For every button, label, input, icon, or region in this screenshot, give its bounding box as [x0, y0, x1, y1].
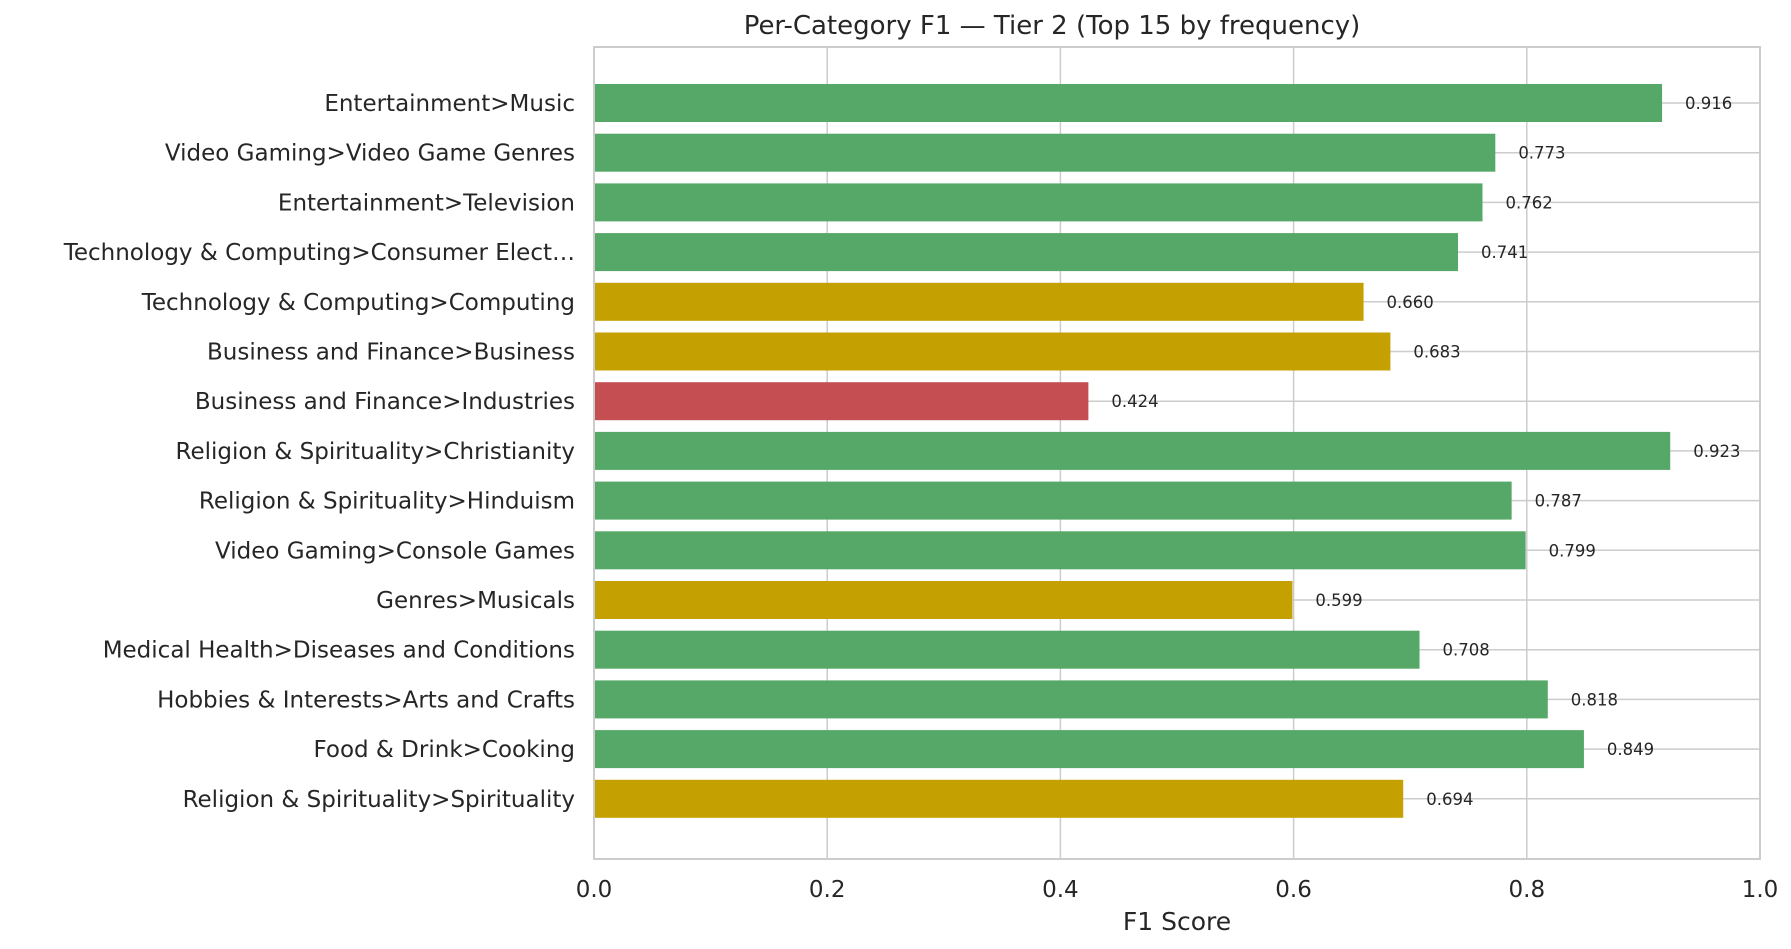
chart-title: Per-Category F1 — Tier 2 (Top 15 by freq…	[744, 11, 1361, 41]
bar	[595, 531, 1526, 570]
category-label: Religion & Spirituality>Hinduism	[199, 489, 575, 515]
x-tick-label: 0.2	[809, 877, 846, 903]
bar	[595, 282, 1364, 321]
category-label: Business and Finance>Business	[207, 340, 575, 366]
bar	[595, 581, 1293, 619]
x-tick-label: 0.8	[1509, 877, 1546, 903]
category-label: Medical Health>Diseases and Conditions	[103, 638, 575, 664]
value-label: 0.762	[1505, 193, 1552, 212]
bar	[595, 84, 1663, 122]
bar	[595, 481, 1512, 520]
x-tick-labels: 0.0 0.2 0.4 0.6 0.8 1.0	[576, 877, 1779, 903]
value-label: 0.787	[1535, 492, 1582, 511]
x-tick-label: 1.0	[1742, 877, 1779, 903]
bar	[595, 680, 1548, 719]
bar	[595, 233, 1459, 272]
category-label: Religion & Spirituality>Spirituality	[183, 787, 575, 813]
category-label: Video Gaming>Video Game Genres	[165, 141, 575, 167]
value-label: 0.923	[1693, 442, 1740, 461]
category-label: Hobbies & Interests>Arts and Crafts	[157, 687, 575, 713]
labels-layer: Entertainment>Music 0.916 Video Gaming>Vid…	[63, 91, 1741, 813]
bar	[595, 730, 1584, 769]
bars-layer	[595, 84, 1671, 818]
bar	[595, 133, 1496, 172]
category-label: Technology & Computing>Consumer Elect…	[63, 240, 575, 266]
bar	[595, 779, 1404, 818]
category-label: Entertainment>Television	[278, 190, 575, 216]
x-tick-label: 0.6	[1275, 877, 1312, 903]
value-label: 0.708	[1443, 641, 1490, 660]
value-label: 0.818	[1571, 690, 1618, 709]
category-label: Video Gaming>Console Games	[215, 538, 575, 564]
bar	[595, 630, 1420, 669]
plot-frame	[593, 46, 1761, 860]
category-label: Religion & Spirituality>Christianity	[176, 439, 575, 465]
x-tick-label: 0.0	[576, 877, 613, 903]
value-label: 0.660	[1387, 293, 1434, 312]
value-label: 0.741	[1481, 243, 1528, 262]
value-label: 0.849	[1607, 740, 1654, 759]
category-label: Business and Finance>Industries	[195, 389, 575, 415]
value-label: 0.694	[1426, 790, 1473, 809]
bar	[595, 382, 1089, 421]
value-label: 0.424	[1111, 392, 1158, 411]
x-axis-label: F1 Score	[1123, 907, 1231, 936]
value-label: 0.773	[1518, 144, 1565, 163]
value-label: 0.683	[1413, 343, 1460, 362]
category-label: Technology & Computing>Computing	[141, 290, 575, 316]
value-label: 0.916	[1685, 94, 1732, 113]
category-label: Genres>Musicals	[376, 588, 575, 614]
bar	[595, 431, 1671, 470]
bar	[595, 183, 1483, 222]
value-label: 0.599	[1315, 591, 1362, 610]
category-label: Food & Drink>Cooking	[313, 737, 575, 763]
x-tick-label: 0.4	[1042, 877, 1079, 903]
bar	[595, 332, 1391, 371]
value-label: 0.799	[1549, 541, 1596, 560]
category-label: Entertainment>Music	[324, 91, 575, 117]
